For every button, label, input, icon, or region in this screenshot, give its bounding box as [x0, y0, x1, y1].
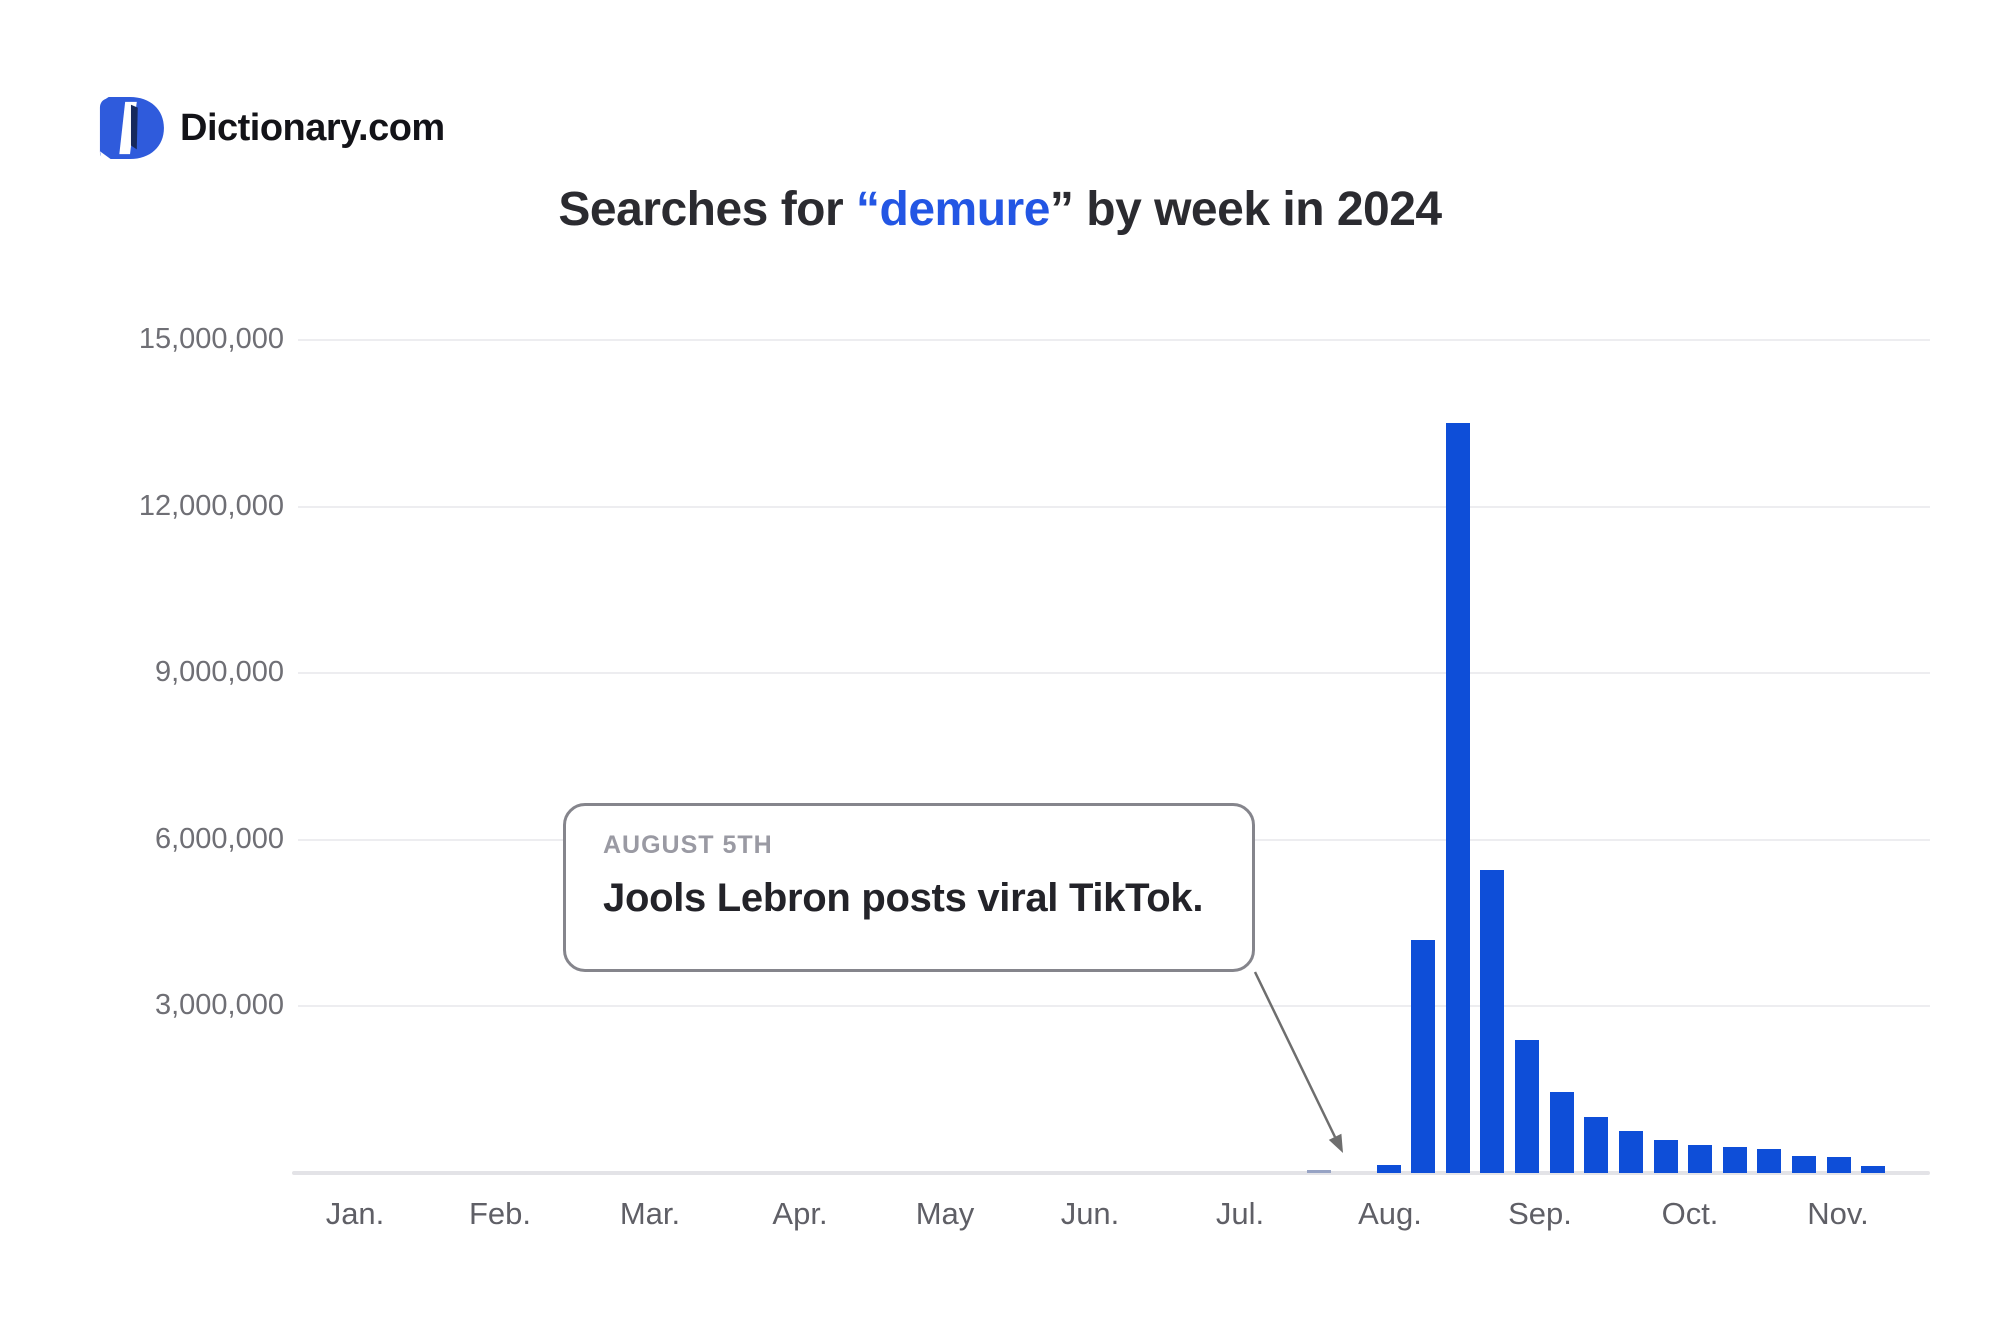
chart-title: Searches for “demure” by week in 2024 — [0, 182, 2000, 237]
bar-week — [1445, 423, 1470, 1173]
brand-wordmark: Dictionary.com — [180, 106, 445, 149]
annotation-date-label: AUGUST 5TH — [603, 831, 773, 859]
bar-week — [1584, 1117, 1609, 1173]
x-tick-label: Aug. — [1358, 1196, 1422, 1231]
bar-week-low — [1307, 1170, 1332, 1173]
gridline — [298, 1005, 1930, 1008]
brand-header: Dictionary.com — [95, 96, 445, 160]
y-tick-label: 3,000,000 — [154, 989, 284, 1022]
x-tick-label: Jan. — [325, 1196, 385, 1231]
x-tick-label: Nov. — [1807, 1196, 1869, 1231]
bar-week — [1411, 939, 1436, 1173]
annotation-callout: AUGUST 5TH Jools Lebron posts viral TikT… — [563, 803, 1255, 972]
bar-week — [1688, 1145, 1713, 1173]
chart-title-prefix: Searches for — [558, 183, 857, 236]
gridline — [298, 505, 1930, 508]
y-tick-label: 15,000,000 — [138, 323, 284, 355]
gridline — [298, 339, 1930, 341]
gridline — [298, 672, 1930, 675]
bar-week — [1653, 1139, 1678, 1173]
x-axis-line — [292, 1171, 1930, 1175]
bar-week — [1618, 1131, 1643, 1173]
y-tick-label: 6,000,000 — [154, 822, 284, 855]
x-tick-label: Mar. — [619, 1196, 681, 1231]
y-tick-label: 9,000,000 — [154, 656, 284, 689]
x-tick-label: Oct. — [1661, 1196, 1719, 1231]
chart-title-suffix: ” by week in 2024 — [1049, 183, 1442, 236]
plot-area: 15,000,000 12,000,000 9,000,000 6,000,000 3,… — [139, 325, 1930, 1231]
dictionary-logo-icon — [99, 96, 164, 160]
x-tick-label: May — [915, 1196, 975, 1231]
x-tick-label: Jun. — [1060, 1196, 1120, 1231]
x-tick-label: Jul. — [1215, 1196, 1265, 1231]
bar-week — [1826, 1157, 1851, 1173]
bar-week — [1722, 1146, 1747, 1173]
x-tick-label: Apr. — [772, 1196, 828, 1231]
bar-week — [1792, 1155, 1817, 1173]
x-tick-label: Sep. — [1508, 1196, 1572, 1231]
bar-week — [1861, 1165, 1886, 1173]
bar-week — [1480, 870, 1505, 1173]
bar-week — [1757, 1149, 1782, 1173]
x-tick-label: Feb. — [468, 1196, 532, 1231]
bar-week — [1376, 1164, 1401, 1173]
annotation-text: Jools Lebron posts viral TikTok. — [603, 876, 1204, 920]
bar-week — [1515, 1039, 1540, 1173]
bar-week — [1549, 1092, 1574, 1173]
chart-title-highlight: “demure — [856, 183, 1050, 236]
y-tick-label: 12,000,000 — [138, 489, 284, 522]
